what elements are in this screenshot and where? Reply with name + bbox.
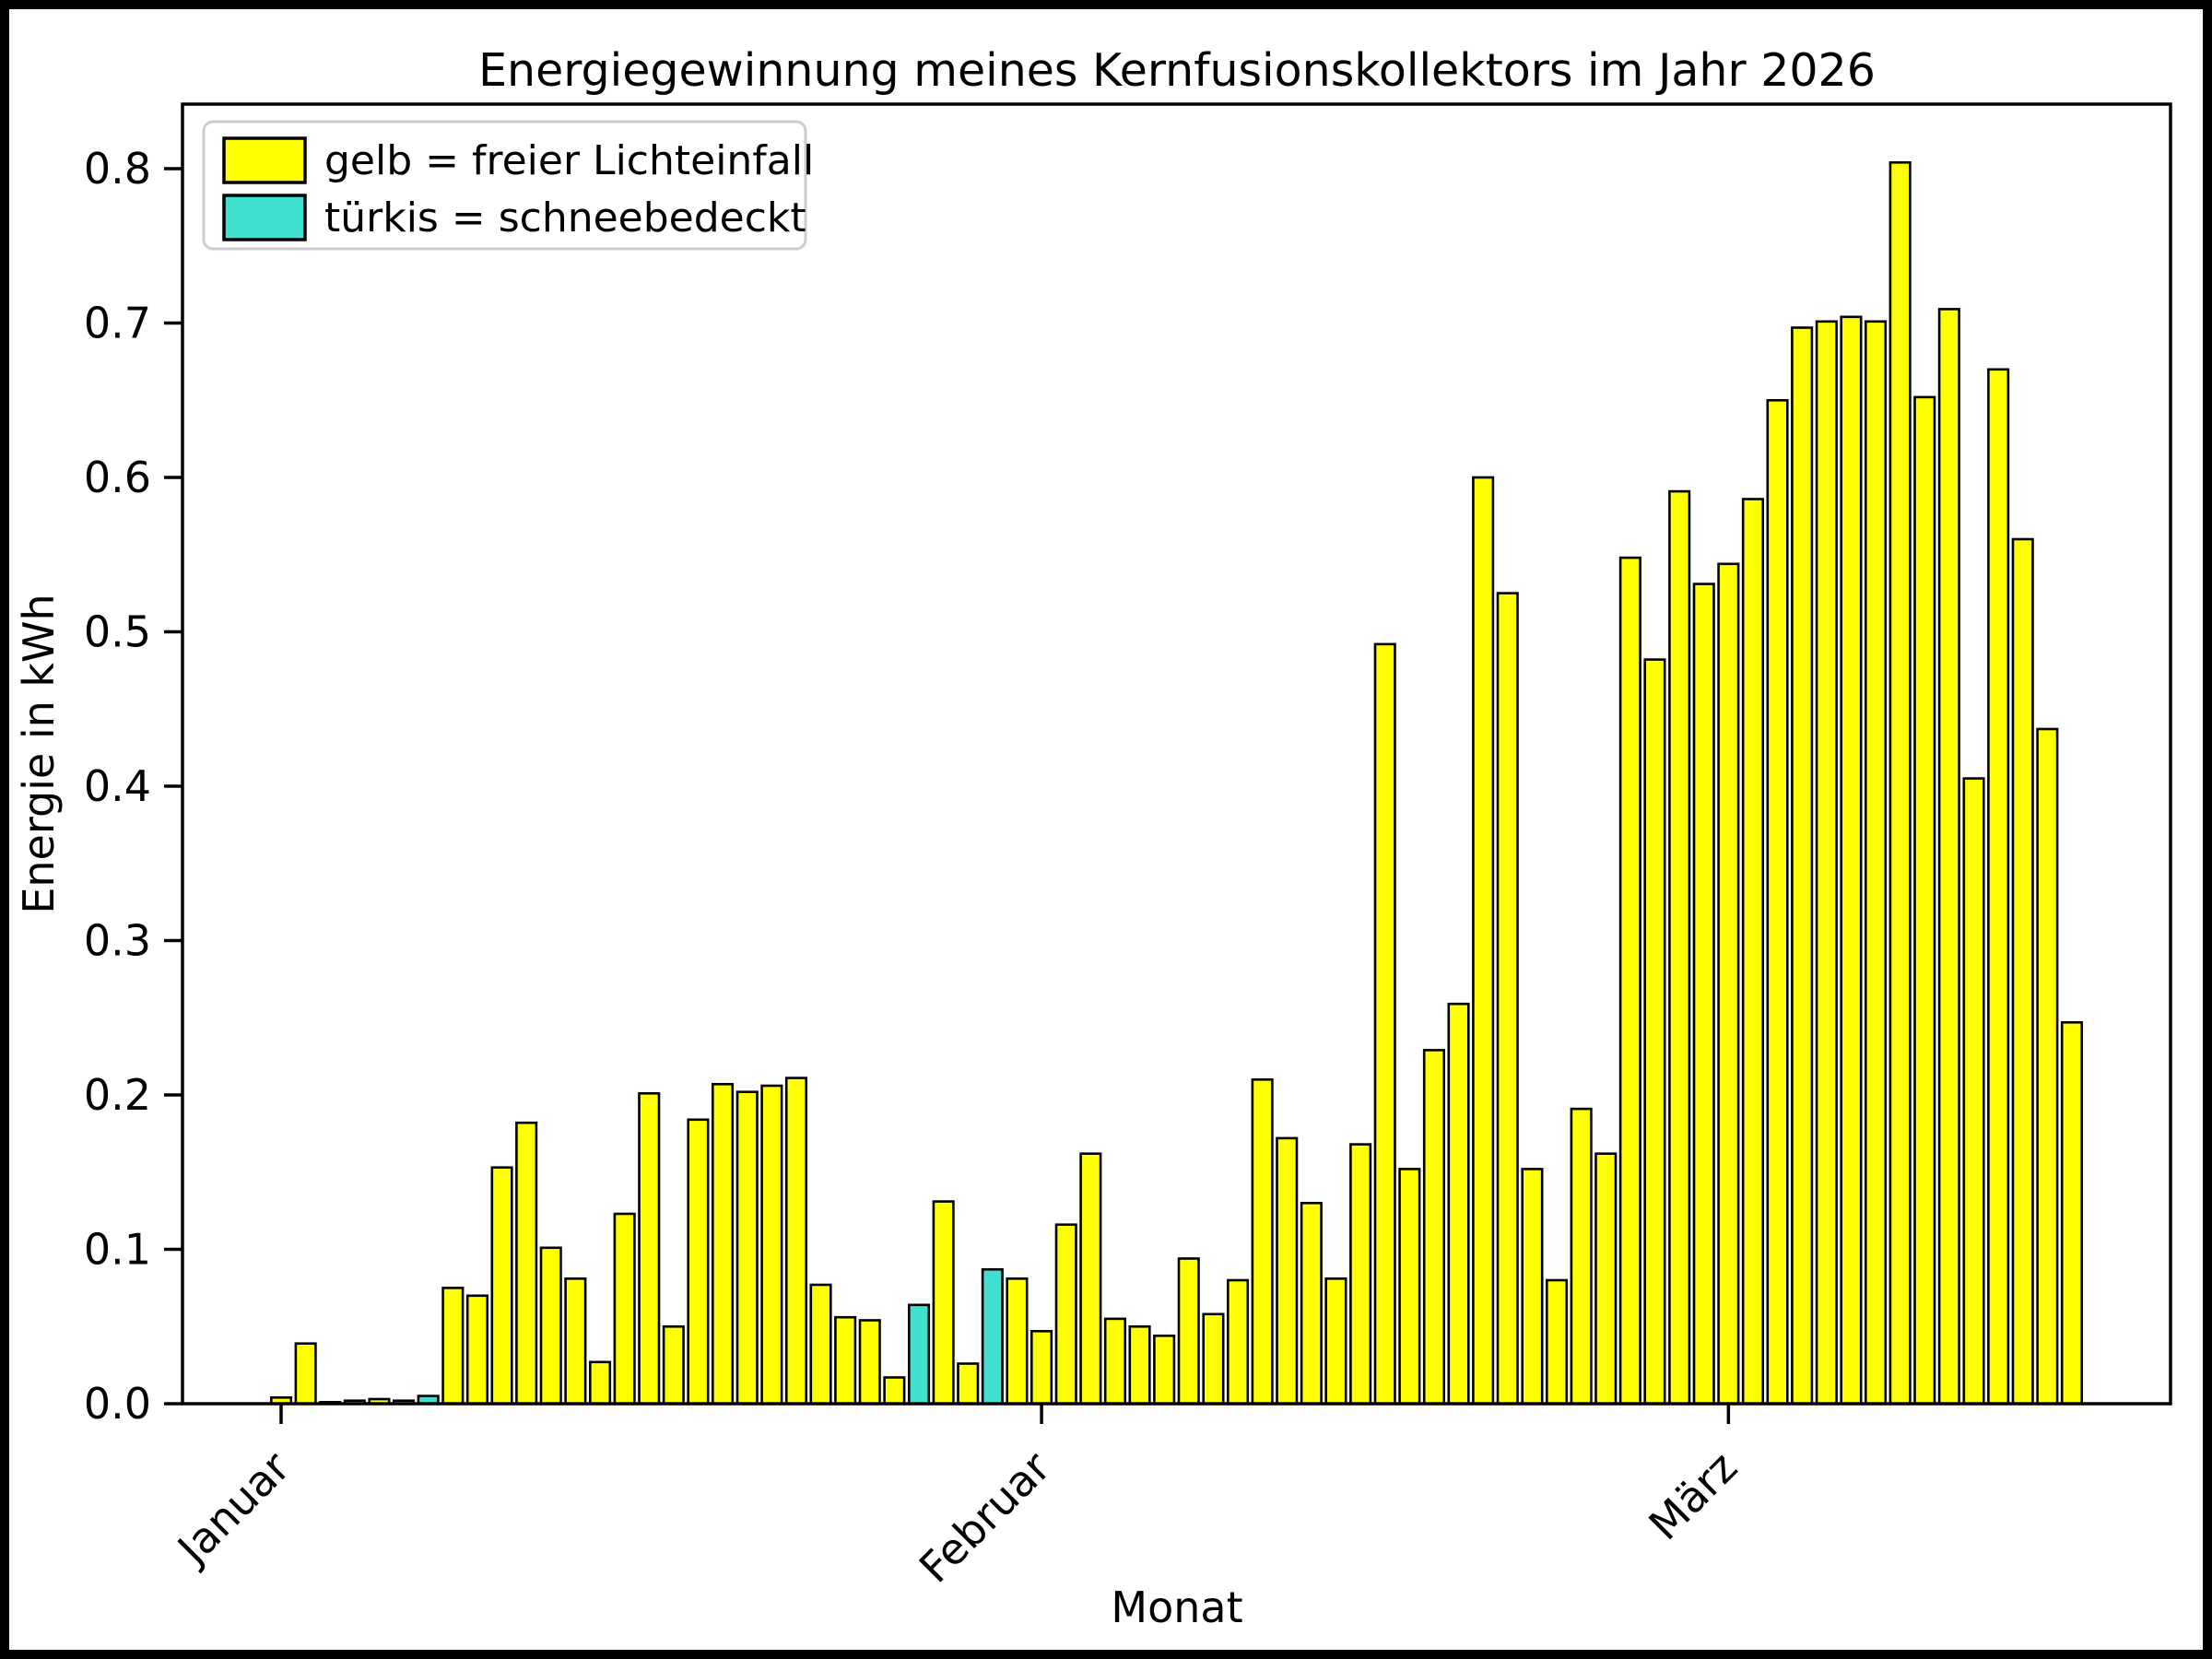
- legend-label-yellow: gelb = freier Lichteinfall: [324, 137, 814, 184]
- bar: [1300, 1202, 1323, 1406]
- bar: [1103, 1317, 1126, 1406]
- axes-spines: [181, 102, 2172, 1406]
- bar: [1913, 395, 1936, 1406]
- x-tick-label: Februar: [910, 1442, 1060, 1593]
- bar: [662, 1325, 685, 1406]
- bar: [613, 1212, 636, 1406]
- bar: [760, 1084, 783, 1406]
- bar: [1202, 1312, 1225, 1406]
- bar-snow-covered: [981, 1268, 1004, 1406]
- bar: [1324, 1277, 1347, 1406]
- bar: [1717, 562, 1740, 1406]
- y-tick-label: 0.5: [84, 607, 151, 657]
- bar: [1766, 398, 1789, 1406]
- bar: [441, 1287, 465, 1406]
- bar: [1668, 489, 1691, 1406]
- bar: [1791, 326, 1814, 1406]
- bar: [1840, 315, 1863, 1406]
- legend-label-turquoise: türkis = schneebedeckt: [324, 194, 806, 241]
- legend-swatch-turquoise: [222, 194, 307, 241]
- x-tick-label: März: [1639, 1442, 1747, 1550]
- y-tick-label: 0.2: [84, 1070, 151, 1120]
- bar: [735, 1090, 759, 1406]
- bar: [1643, 658, 1666, 1406]
- y-tick-label: 0.0: [84, 1379, 151, 1429]
- bar: [957, 1362, 980, 1406]
- bar: [858, 1319, 881, 1406]
- bar: [687, 1118, 710, 1406]
- bar: [2011, 537, 2034, 1406]
- legend-swatch-yellow: [222, 136, 307, 184]
- bar: [294, 1342, 317, 1406]
- bar: [1741, 498, 1764, 1406]
- bar: [1521, 1168, 1544, 1406]
- bar: [932, 1200, 955, 1406]
- bar: [1888, 161, 1912, 1406]
- bar: [539, 1246, 562, 1406]
- bar: [1496, 592, 1519, 1406]
- bar: [1153, 1335, 1176, 1406]
- legend-box: [202, 120, 807, 251]
- bar: [638, 1092, 661, 1406]
- y-axis-label: Energie in kWh: [14, 594, 64, 913]
- y-tick-label: 0.1: [84, 1225, 151, 1275]
- bar: [1349, 1143, 1372, 1406]
- bar: [2060, 1021, 2083, 1406]
- bar: [809, 1283, 832, 1406]
- bar: [1594, 1152, 1618, 1406]
- bar: [1177, 1257, 1200, 1406]
- bar: [1227, 1278, 1250, 1406]
- y-tick-label: 0.7: [84, 299, 151, 348]
- bar: [465, 1294, 489, 1406]
- bar: [883, 1376, 906, 1406]
- bar: [1815, 320, 1838, 1406]
- bar: [1447, 1002, 1470, 1406]
- bar: [1276, 1136, 1299, 1406]
- x-axis-label: Monat: [1111, 1583, 1242, 1632]
- bar: [1079, 1152, 1102, 1406]
- bar: [1373, 642, 1396, 1406]
- y-tick-label: 0.3: [84, 916, 151, 966]
- bar: [1546, 1278, 1569, 1406]
- bar: [1472, 476, 1495, 1406]
- bars-group: [269, 161, 2083, 1406]
- bar: [1570, 1107, 1593, 1406]
- bar: [1054, 1223, 1077, 1406]
- bar-snow-covered: [907, 1303, 931, 1406]
- bar: [1618, 556, 1641, 1406]
- bar: [564, 1277, 587, 1406]
- bar: [490, 1166, 513, 1406]
- bar: [1962, 777, 1985, 1406]
- bar: [1692, 582, 1715, 1406]
- bar: [1030, 1330, 1053, 1406]
- plot-background: [182, 104, 2171, 1404]
- bar: [1251, 1078, 1274, 1406]
- x-axis-ticks: Januar Februar März: [166, 1404, 1747, 1593]
- bar: [1006, 1277, 1029, 1406]
- bar: [1422, 1049, 1445, 1406]
- x-tick-label: Januar: [166, 1442, 299, 1575]
- bar: [1398, 1168, 1421, 1406]
- y-axis-ticks: 0.0 0.1 0.2 0.3 0.4 0.5 0.6 0.7 0.8: [84, 144, 182, 1429]
- y-tick-label: 0.8: [84, 144, 151, 194]
- y-tick-label: 0.6: [84, 453, 151, 502]
- bar: [1987, 368, 2010, 1406]
- bar: [784, 1077, 808, 1406]
- bar: [834, 1315, 857, 1406]
- bar: [711, 1083, 735, 1406]
- chart-title: Energiegewinnung meines Kernfusionskolle…: [478, 44, 1876, 97]
- y-tick-label: 0.4: [84, 761, 151, 811]
- bar: [1128, 1325, 1151, 1406]
- bar: [1937, 308, 1960, 1406]
- bar: [588, 1360, 612, 1406]
- bar: [1865, 320, 1888, 1406]
- legend: gelb = freier Lichteinfall türkis = schn…: [202, 120, 814, 251]
- bar: [2036, 727, 2059, 1406]
- bar: [515, 1121, 538, 1406]
